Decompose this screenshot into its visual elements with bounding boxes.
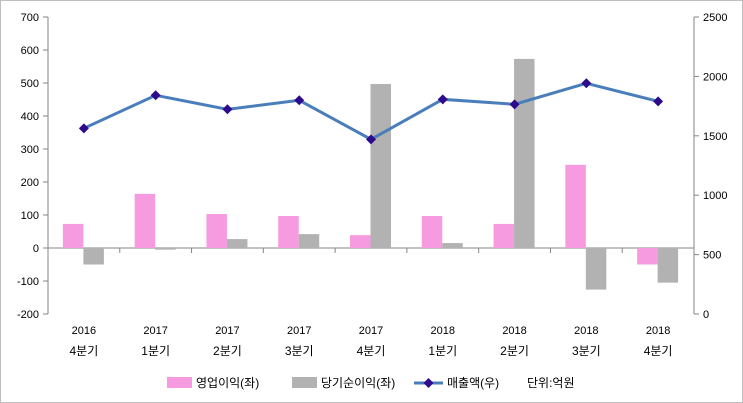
revenue-marker [366,134,376,145]
right-tick-label: 2500 [703,12,727,24]
revenue-marker [294,95,305,106]
left-tick-label: 700 [21,12,39,24]
right-tick-label: 0 [703,309,709,321]
left-tick-label: 100 [21,210,39,222]
legend-label-revenue: 매출액(우) [447,376,499,390]
unit-note: 단위:억원 [527,376,575,390]
category-quarter-label: 1분기 [141,344,170,358]
net-income-bar [657,248,679,283]
category-quarter-label: 4분기 [357,344,386,358]
left-tick-label: 500 [21,78,39,90]
legend-label-net-income: 당기순이익(좌) [321,376,395,390]
net-income-bar [442,243,463,248]
left-tick-label: 300 [21,144,39,156]
revenue-marker [509,99,520,110]
category-year-label: 2017 [359,325,383,337]
category-quarter-label: 2분기 [500,344,529,358]
category-quarter-label: 3분기 [572,344,601,358]
revenue-marker [222,104,233,115]
legend-label-operating-profit: 영업이익(좌) [196,376,259,390]
net-income-bar [298,234,320,248]
right-tick-label: 2000 [703,71,727,83]
net-income-bar [155,248,176,250]
operating-profit-bar [278,215,299,248]
category-year-label: 2017 [215,325,239,337]
revenue-marker [150,90,161,101]
category-year-label: 2018 [431,325,455,337]
category-quarter-label: 3분기 [285,344,314,358]
revenue-marker [437,94,448,105]
operating-profit-bar [62,223,84,248]
right-tick-label: 1500 [703,131,727,143]
net-income-bar [226,239,248,248]
category-year-label: 2017 [287,325,311,337]
operating-profit-bar [350,235,371,248]
operating-profit-bar [134,193,156,248]
category-year-label: 2018 [574,325,598,337]
left-tick-label: 200 [21,177,39,189]
category-year-label: 2018 [502,325,526,337]
net-income-bar [83,248,104,265]
net-income-bar [585,248,607,290]
category-year-label: 2016 [72,325,96,337]
revenue-marker [78,123,89,134]
operating-profit-bar [206,214,227,248]
legend-swatch-net-income [292,377,317,388]
operating-profit-bar [493,223,515,248]
operating-profit-bar [565,164,586,248]
category-quarter-label: 2분기 [213,344,242,358]
category-year-label: 2018 [646,325,670,337]
legend-swatch-operating-profit [167,377,192,388]
left-tick-label: 400 [21,111,39,123]
left-tick-label: 0 [33,243,39,255]
category-quarter-label: 4분기 [644,344,673,358]
operating-profit-bar [637,248,658,265]
category-year-label: 2017 [143,325,167,337]
revenue-marker [581,78,592,89]
category-quarter-label: 4분기 [70,344,99,358]
operating-profit-bar [421,215,443,248]
left-tick-label: -100 [17,276,39,288]
category-quarter-label: 1분기 [428,344,457,358]
net-income-bar [514,58,535,248]
left-tick-label: -200 [17,309,39,321]
net-income-bar [370,83,391,249]
right-tick-label: 500 [703,250,721,262]
legend-marker-revenue [423,378,434,388]
left-tick-label: 600 [21,45,39,57]
revenue-marker [653,96,664,107]
right-tick-label: 1000 [703,190,727,202]
